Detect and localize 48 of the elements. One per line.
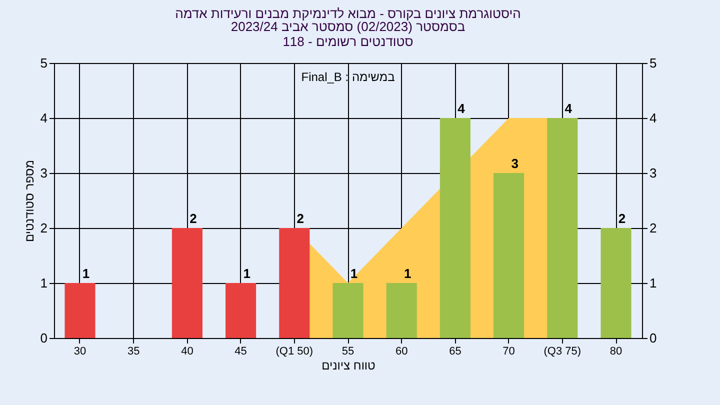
y-tick-label: 5 xyxy=(40,56,48,70)
bar xyxy=(440,118,470,338)
y-tick-label: 4 xyxy=(40,110,48,126)
y-tick-label: 1 xyxy=(40,276,48,290)
x-tick-label: (Q3 75) xyxy=(544,346,582,358)
data-label: 1 xyxy=(404,266,412,281)
x-tick-label: 35 xyxy=(127,346,140,358)
bar xyxy=(64,283,96,338)
y2-tick-label: 0 xyxy=(650,330,657,346)
data-label: 1 xyxy=(350,266,358,281)
data-label: 1 xyxy=(243,266,250,281)
x-tick-label: 60 xyxy=(395,346,408,358)
x-tick-label: 45 xyxy=(234,346,247,358)
y2-tick-label: 2 xyxy=(650,220,657,236)
y-axis-title: מספר סטודנטים xyxy=(22,160,36,242)
x-tick-label: 80 xyxy=(610,346,622,358)
data-label: 3 xyxy=(511,156,518,171)
y2-tick-label: 1 xyxy=(650,276,657,290)
data-label: 2 xyxy=(618,211,626,226)
bar xyxy=(386,283,417,338)
x-tick-label: 55 xyxy=(342,346,354,358)
data-label: 1 xyxy=(82,266,90,281)
y-tick-label: 3 xyxy=(40,166,48,180)
y-tick-label: 0 xyxy=(40,330,48,346)
y2-tick-label: 4 xyxy=(650,110,657,126)
bar xyxy=(494,173,524,338)
x-tick-label: 65 xyxy=(449,346,462,358)
bar xyxy=(332,283,364,338)
data-label: 2 xyxy=(190,211,197,226)
annotation: Final_B : במשימה xyxy=(301,70,395,84)
x-tick-label: (Q1 50) xyxy=(276,346,314,358)
x-tick-label: 30 xyxy=(74,346,86,358)
bar xyxy=(279,228,310,338)
y2-tick-label: 3 xyxy=(650,166,657,180)
data-label: 4 xyxy=(564,101,573,116)
x-tick-label: 70 xyxy=(502,346,515,358)
x-tick-label: 40 xyxy=(181,346,194,358)
data-label: 4 xyxy=(458,101,466,116)
bar xyxy=(172,228,202,338)
bar xyxy=(226,283,256,338)
y-tick-label: 2 xyxy=(40,220,48,236)
chart-subtitle: בסמסטר (02/2023) סמסטר אביב 2023/24 סטודנטים רשומים - 118 xyxy=(230,19,466,49)
data-label: 2 xyxy=(296,211,304,226)
y2-tick-label: 5 xyxy=(650,56,657,70)
bar xyxy=(547,118,578,338)
x-axis-title: טווח ציונים xyxy=(322,358,376,372)
chart-title: היסטוגרמת ציונים בקורס - מבוא לדינמיקת מבנים ורעידות אדמה xyxy=(175,6,521,21)
bar xyxy=(600,228,632,338)
